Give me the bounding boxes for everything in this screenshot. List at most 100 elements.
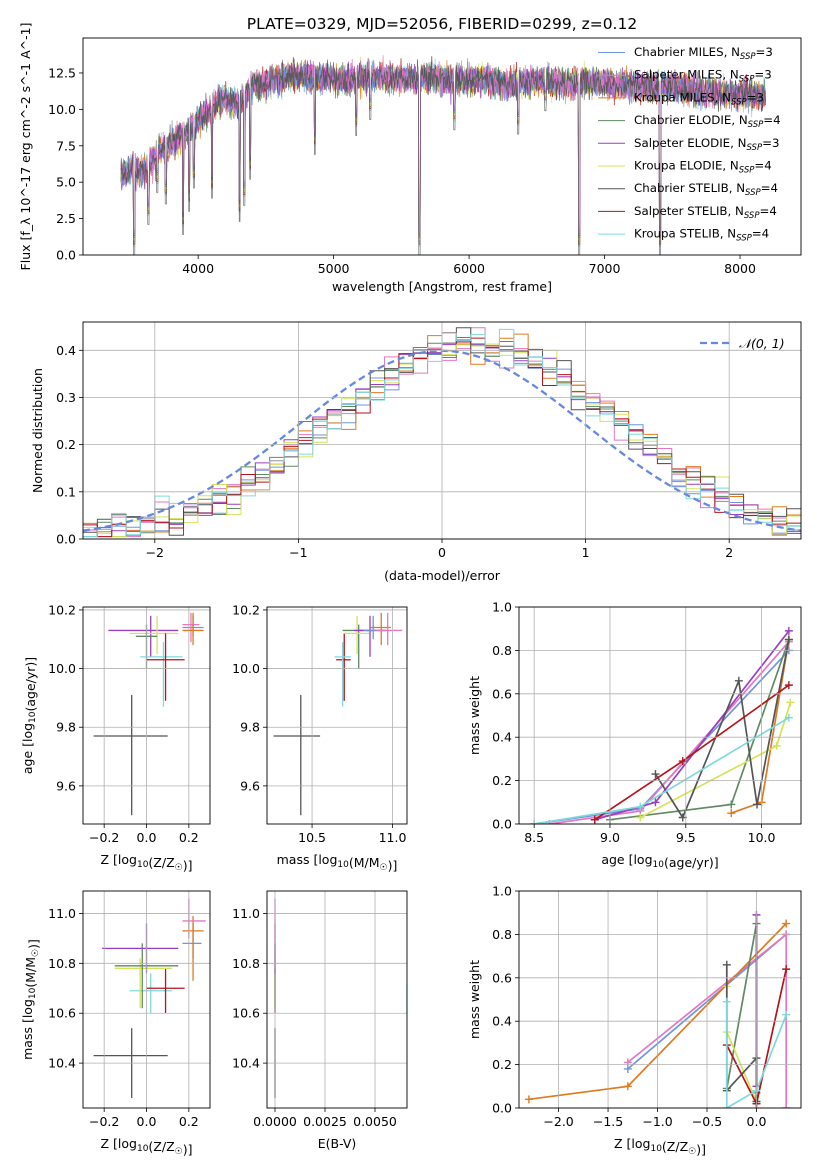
tick-label-y: 10.0 <box>232 661 260 676</box>
tick-label-y: 10.4 <box>48 1056 76 1071</box>
weight-marker <box>636 813 645 822</box>
figure-title: PLATE=0329, MJD=52056, FIBERID=0299, z=0… <box>247 15 637 33</box>
tick-label-x: 4000 <box>182 261 214 276</box>
tick-label-y: 10.4 <box>232 1056 260 1071</box>
tick-label-y: 1.0 <box>492 600 512 615</box>
axes-frame <box>82 606 211 825</box>
weight-marker <box>786 698 795 707</box>
tick-label-y: 0.4 <box>492 1014 512 1029</box>
legend-label: Kroupa STELIB, N <box>634 227 736 241</box>
legend-entry: Salpeter ELODIE, NSSP=3 <box>634 136 779 153</box>
legend-tail: =3 <box>747 90 764 104</box>
tick-label-y: 0.1 <box>56 484 76 499</box>
legend-subscript: SSP <box>745 188 761 198</box>
plot-area <box>273 612 403 816</box>
tick-label-x: −1.5 <box>593 1114 623 1129</box>
legend-entry: Kroupa STELIB, NSSP=4 <box>634 227 769 244</box>
tick-label-x: 0 <box>438 545 446 560</box>
panel-mass_vs_EBV: 0.0000 0.0025 0.0050 10.4 10.6 10.8 11.0 E(B-V) <box>232 890 408 1151</box>
tick-label-x: 0.2 <box>179 830 199 845</box>
weight-marker <box>782 1104 791 1108</box>
weight-marker <box>590 815 599 824</box>
x-axis-label: Z [log10(Z/Z☉)] <box>101 1136 193 1157</box>
tick-label-x: 6000 <box>453 261 485 276</box>
tick-label-x: 0.0050 <box>353 1114 397 1129</box>
weight-marker <box>782 965 791 974</box>
legend-tail: =4 <box>759 204 776 218</box>
tick-label-x: 9.0 <box>600 830 620 845</box>
weight-marker <box>722 997 731 1006</box>
legend-label: Salpeter STELIB, N <box>634 204 744 218</box>
tick-label-x: 7000 <box>589 261 621 276</box>
tick-label-x: 11.0 <box>379 830 407 845</box>
tick-label-x: 2 <box>725 545 733 560</box>
legend-subscript: SSP <box>736 234 752 244</box>
weight-marker <box>753 800 762 809</box>
weight-line <box>725 964 758 1102</box>
weight-marker <box>772 741 781 750</box>
legend-label: 𝒩(0, 1) <box>739 336 785 351</box>
panel-mass_weight_vs_age: 8.5 9.0 9.5 10.0 0.0 0.2 0.4 0.6 0.8 1.0 age [log1… <box>467 600 802 870</box>
legend-subscript: SSP <box>746 143 762 153</box>
tick-label-y: 5.0 <box>56 175 76 190</box>
tick-label-y: 11.0 <box>48 906 76 921</box>
axes-frame <box>82 321 802 540</box>
weight-marker <box>784 713 793 722</box>
tick-label-x: 0.0025 <box>303 1114 347 1129</box>
tick-label-x: 0.0 <box>137 830 157 845</box>
legend-entry: Kroupa MILES, NSSP=3 <box>634 90 764 107</box>
legend-tail: =3 <box>756 45 773 59</box>
weight-marker <box>623 1082 632 1091</box>
panel-age_vs_Z: −0.2 0.0 0.2 9.6 9.8 10.0 10.2 Z [log10(Z/Z☉)] a… <box>20 602 211 873</box>
tick-label-y: 0.8 <box>492 927 512 942</box>
tick-label-x: 1 <box>582 545 590 560</box>
tick-label-y: 9.6 <box>240 778 260 793</box>
x-axis-label: mass [log10(M/M☉)] <box>277 852 398 873</box>
tick-label-y: 0.3 <box>56 390 76 405</box>
x-axis-label: Z [log10(Z/Z☉)] <box>614 1136 706 1157</box>
x-axis-label: Z [log10(Z/Z☉)] <box>101 852 193 873</box>
tick-label-x: 10.5 <box>298 830 326 845</box>
axes-frame <box>518 606 802 825</box>
weight-line <box>534 716 790 824</box>
weight-marker <box>722 960 731 969</box>
tick-label-y: 0.0 <box>56 248 76 263</box>
tick-label-x: −1.0 <box>642 1114 672 1129</box>
tick-label-x: −0.2 <box>89 830 119 845</box>
y-axis-label: age [log10(age/yr)] <box>20 657 38 774</box>
tick-label-y: 12.5 <box>48 65 76 80</box>
axes-frame <box>518 890 802 1109</box>
tick-label-y: 10.8 <box>48 956 76 971</box>
legend-tail: =4 <box>754 159 771 173</box>
legend-label: Salpeter MILES, N <box>634 68 739 82</box>
tick-label-y: 0.6 <box>492 970 512 985</box>
x-axis-label: age [log10(age/yr)] <box>601 852 718 870</box>
legend-subscript: SSP <box>739 166 755 176</box>
y-axis-label: mass [log10(M/M☉)] <box>20 939 41 1060</box>
legend-tail: =3 <box>754 68 771 82</box>
tick-label-y: 0.0 <box>492 1101 512 1116</box>
tick-label-x: −1 <box>289 545 307 560</box>
tick-label-y: 10.6 <box>232 1006 260 1021</box>
legend-label: Kroupa ELODIE, N <box>634 159 739 173</box>
legend-tail: =4 <box>752 227 769 241</box>
tick-label-y: 11.0 <box>232 906 260 921</box>
tick-label-x: 0.0000 <box>253 1114 297 1129</box>
legend-subscript: SSP <box>748 120 764 130</box>
tick-label-x: 8.5 <box>524 830 544 845</box>
weight-marker <box>727 800 736 809</box>
weight-marker <box>784 635 793 644</box>
tick-label-y: 9.8 <box>240 720 260 735</box>
x-axis-label: E(B-V) <box>318 1136 357 1151</box>
panel-mass_weight_vs_Z: −2.0 −1.5 −1.0 −0.5 0.0 0.0 0.2 0.4 0.6 0.8 1.0 Z [… <box>467 884 802 1157</box>
panel-age_vs_mass: 10.5 11.0 9.6 9.8 10.0 10.2 mass [log10(M/M☉)] <box>232 602 408 873</box>
tick-label-y: 9.8 <box>56 720 76 735</box>
legend-subscript: SSP <box>739 75 755 85</box>
weight-marker <box>784 626 793 635</box>
tick-label-y: 9.6 <box>56 778 76 793</box>
tick-label-y: 0.0 <box>492 817 512 832</box>
tick-label-y: 0.6 <box>492 686 512 701</box>
legend-tail: =4 <box>763 113 780 127</box>
tick-label-x: 5000 <box>318 261 350 276</box>
